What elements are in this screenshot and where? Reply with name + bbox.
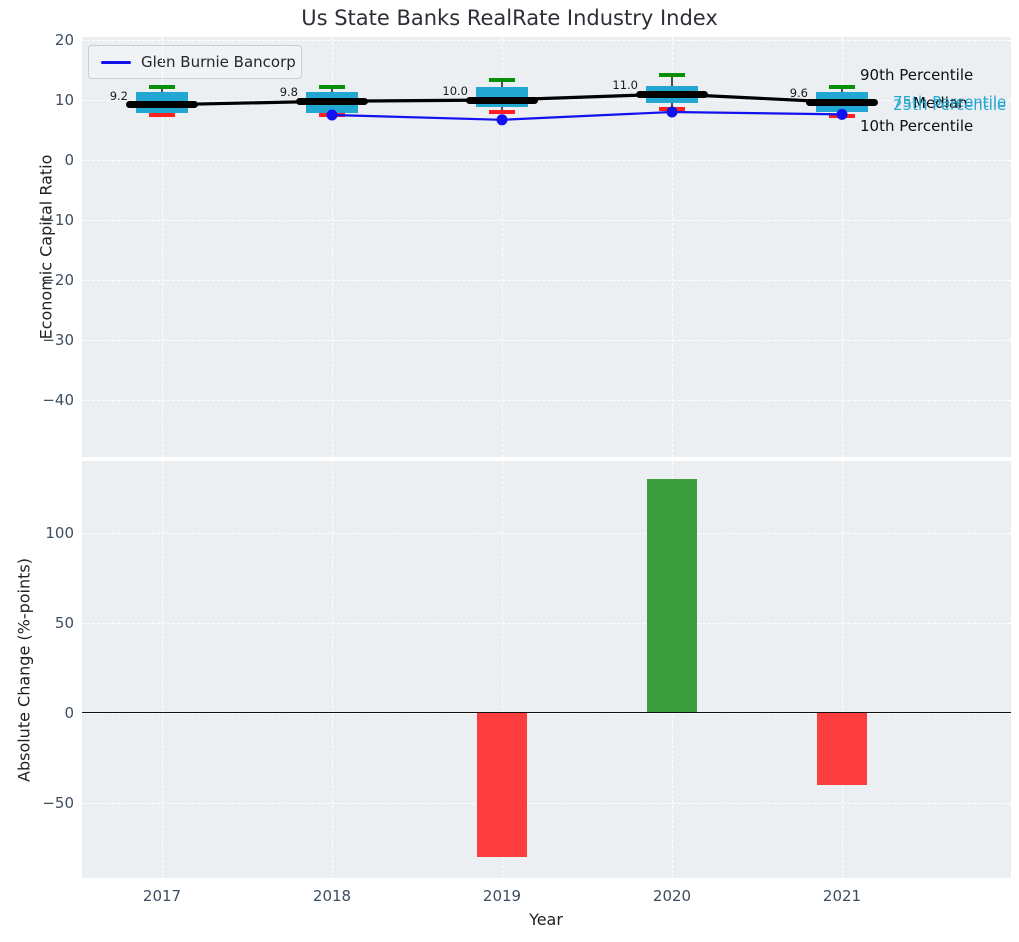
top-axes: Glen Burnie Bancorp 9.2 9.8 10.0 11.0 9.6 90t… (82, 37, 1011, 457)
zero-line (82, 712, 1011, 714)
gridline-h (82, 160, 1011, 161)
annotation-75th-percentile: 75th Percentile (893, 93, 1007, 111)
gridline-h (82, 713, 1011, 714)
legend-label: Glen Burnie Bancorp (141, 53, 296, 71)
gridline-v (502, 461, 503, 878)
gridline-h (82, 40, 1011, 41)
median-bar (466, 96, 538, 104)
cap-10th-percentile (489, 110, 515, 114)
gridline-v (842, 461, 843, 878)
x-axis-label: Year (529, 910, 563, 929)
bottom-y-tick-label: 50 (54, 614, 74, 632)
cap-90th-percentile (659, 73, 685, 77)
cap-90th-percentile (149, 85, 175, 89)
gridline-h (82, 803, 1011, 804)
x-tick-label: 2020 (652, 887, 692, 905)
cap-10th-percentile (829, 114, 855, 118)
median-value-label: 9.2 (109, 88, 128, 103)
gridline-v (332, 37, 333, 457)
median-value-label: 9.8 (279, 85, 298, 100)
gridline-v (162, 461, 163, 878)
median-value-label: 10.0 (442, 84, 468, 98)
annotation-median: Median (913, 94, 968, 112)
bar-negative (817, 713, 867, 785)
cap-10th-percentile (659, 107, 685, 111)
top-y-tick-label: 0 (64, 151, 74, 169)
gridline-v (672, 37, 673, 457)
cap-90th-percentile (829, 85, 855, 89)
median-value-label: 11.0 (612, 78, 638, 92)
bottom-y-axis-label: Absolute Change (%-points) (14, 558, 34, 782)
legend: Glen Burnie Bancorp (88, 45, 302, 79)
gridline-v (162, 37, 163, 457)
gridline-h (82, 340, 1011, 341)
gridline-h (82, 533, 1011, 534)
bar-positive (647, 479, 697, 713)
median-value-label: 9.6 (789, 86, 808, 101)
top-y-tick-label: −20 (42, 271, 74, 289)
top-y-tick-label: 10 (54, 91, 74, 109)
cap-90th-percentile (319, 85, 345, 89)
gridline-h (82, 400, 1011, 401)
bottom-y-tick-label: −50 (42, 794, 74, 812)
top-y-tick-label: −10 (42, 211, 74, 229)
gridline-h (82, 280, 1011, 281)
annotation-25th-percentile: 25th Percentile (893, 96, 1007, 114)
cap-90th-percentile (489, 78, 515, 82)
bottom-y-tick-label: 0 (64, 704, 74, 722)
bottom-axes (82, 461, 1011, 878)
top-y-tick-label: −40 (42, 391, 74, 409)
x-tick-label: 2018 (312, 887, 352, 905)
gridline-h (82, 623, 1011, 624)
legend-line-swatch (101, 60, 131, 64)
gridline-h (82, 220, 1011, 221)
cap-10th-percentile (319, 113, 345, 117)
bottom-y-tick-label: 100 (45, 524, 74, 542)
top-y-tick-label: 20 (54, 31, 74, 49)
chart-title: Us State Banks RealRate Industry Index (301, 6, 718, 30)
x-tick-label: 2017 (142, 887, 182, 905)
gridline-v (502, 37, 503, 457)
gridline-v (332, 461, 333, 878)
gridline-v (842, 37, 843, 457)
bar-negative (477, 713, 527, 857)
annotation-90th-percentile: 90th Percentile (860, 66, 974, 84)
median-bar (806, 98, 878, 106)
median-bar (296, 97, 368, 105)
annotation-10th-percentile: 10th Percentile (860, 117, 974, 135)
x-tick-label: 2019 (482, 887, 522, 905)
cap-10th-percentile (149, 113, 175, 117)
x-tick-label: 2021 (822, 887, 862, 905)
median-bar (126, 101, 198, 109)
top-y-axis-label: Economic Capital Ratio (36, 154, 56, 340)
median-bar (636, 90, 708, 98)
top-y-tick-label: −30 (42, 331, 74, 349)
